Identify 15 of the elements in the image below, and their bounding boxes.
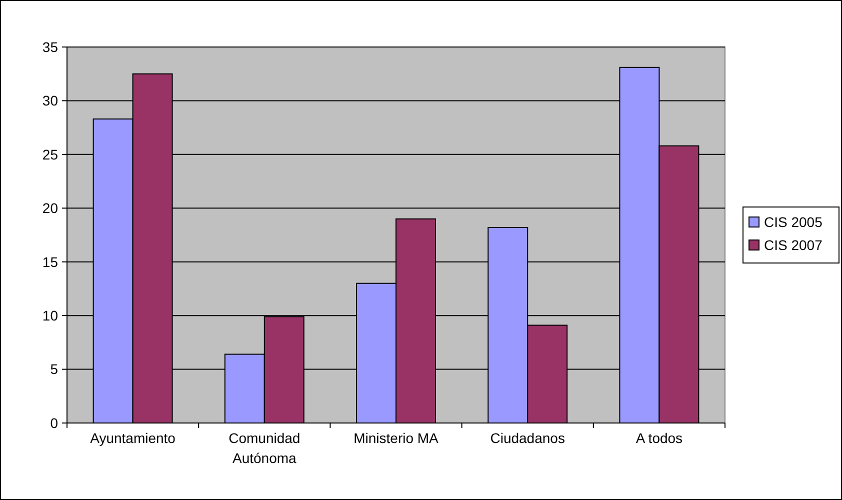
x-tick-label: Ciudadanos	[490, 430, 565, 446]
x-tick-label: Ayuntamiento	[90, 430, 176, 446]
y-tick-label: 35	[42, 38, 58, 55]
y-tick-label: 0	[50, 414, 58, 431]
legend-label: CIS 2005	[764, 214, 823, 230]
y-tick-label: 10	[42, 307, 58, 324]
x-tick-label: A todos	[636, 430, 683, 446]
x-tick-label: Comunidad Autónoma	[228, 430, 300, 466]
y-tick-label: 5	[50, 361, 58, 378]
y-tick-label: 25	[42, 146, 58, 162]
y-tick-label: 15	[42, 254, 58, 270]
y-tick-label: 30	[42, 92, 58, 109]
y-tick-label: 20	[42, 200, 58, 216]
x-tick-label: Ministerio MA	[354, 430, 440, 446]
legend-label: CIS 2007	[764, 236, 823, 253]
